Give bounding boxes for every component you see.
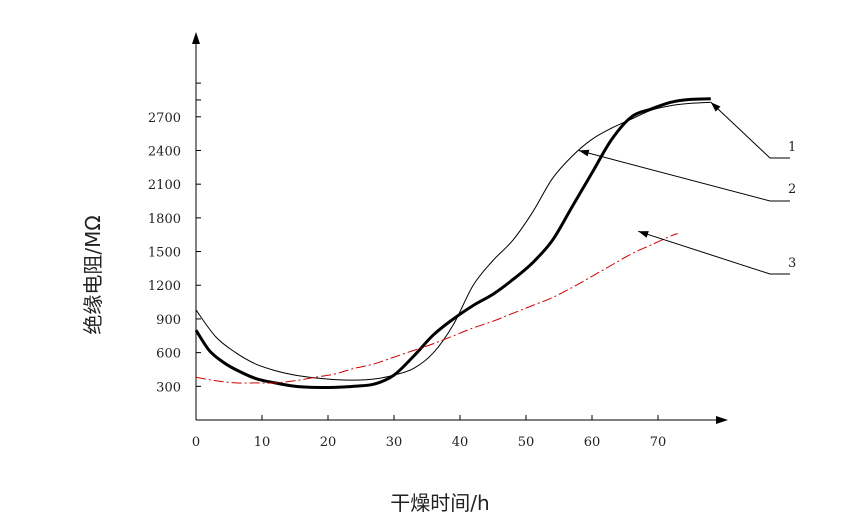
- callouts: 1 2 3: [578, 101, 796, 275]
- series-group: [194, 97, 711, 390]
- y-tick-label: 600: [156, 347, 181, 362]
- callout-leader-1: [710, 101, 790, 159]
- series-3-line: [195, 233, 678, 384]
- callout-label-1: 1: [788, 140, 796, 155]
- y-tick-label: 2400: [148, 144, 181, 159]
- x-tick-label: 40: [452, 435, 469, 450]
- x-ticks: 0 10 20 30 40 50 60 70: [192, 415, 666, 450]
- y-axis-arrow: [192, 32, 200, 44]
- y-axis-title: 绝缘电阻/MΩ: [81, 215, 105, 334]
- callout-arrowhead-1: [710, 102, 721, 112]
- y-tick-label: 1500: [148, 246, 181, 261]
- x-tick-label: 30: [386, 435, 403, 450]
- series-2-line: [194, 97, 711, 390]
- x-tick-label: 50: [518, 435, 535, 450]
- y-tick-label: 1200: [148, 279, 181, 294]
- callout-label-2: 2: [788, 182, 796, 197]
- y-tick-label: 2100: [148, 178, 181, 193]
- x-tick-label: 60: [584, 435, 601, 450]
- x-axis-arrow: [716, 416, 728, 424]
- x-axis-title: 干燥时间/h: [390, 491, 489, 515]
- y-tick-label: 900: [156, 313, 181, 328]
- y-tick-label: 300: [156, 380, 181, 395]
- callout-arrowhead-2: [578, 149, 590, 157]
- x-tick-label: 70: [650, 435, 667, 450]
- x-tick-label: 10: [254, 435, 271, 450]
- x-tick-label: 0: [192, 435, 200, 450]
- y-tick-label: 1800: [148, 212, 181, 227]
- callout-label-3: 3: [788, 256, 796, 271]
- callout-arrowhead-3: [638, 231, 649, 238]
- y-ticks: 300 600 900 1200 1500 1800 2100 2400 2700: [148, 82, 201, 395]
- axes: [192, 32, 728, 424]
- callout-leader-2: [578, 150, 790, 202]
- callout-leader-3: [638, 230, 790, 275]
- x-tick-label: 20: [320, 435, 337, 450]
- series-1-line: [195, 101, 711, 381]
- y-tick-label: 2700: [148, 111, 181, 126]
